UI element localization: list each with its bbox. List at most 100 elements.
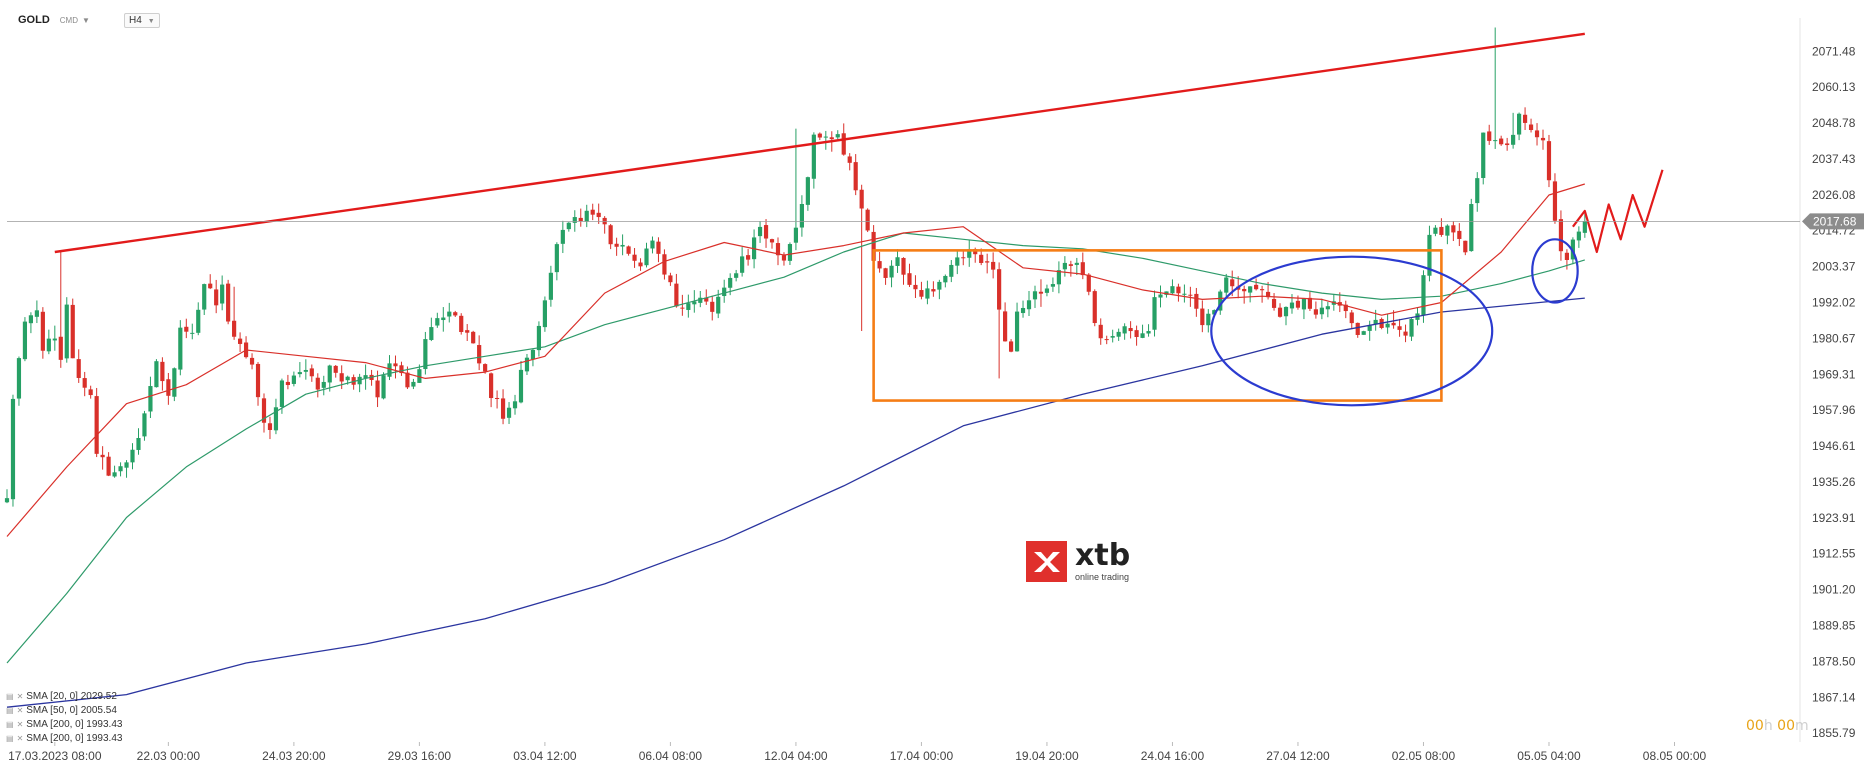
candle xyxy=(853,154,858,196)
candle xyxy=(518,360,524,404)
candle-body xyxy=(596,212,601,218)
candle xyxy=(1050,277,1056,292)
candle-body xyxy=(190,332,195,334)
indicator-row[interactable]: ▤ ✕ SMA [50, 0] 2005.54 xyxy=(6,704,122,718)
candle xyxy=(494,390,500,409)
candle xyxy=(1038,279,1044,307)
candle xyxy=(662,249,667,280)
indicator-row[interactable]: ▤ ✕ SMA [200, 0] 1993.43 xyxy=(6,718,122,732)
candle-body xyxy=(1361,331,1366,335)
settings-icon[interactable]: ▤ xyxy=(6,692,14,701)
candle xyxy=(387,355,392,381)
candle xyxy=(441,307,446,332)
candle-body xyxy=(154,361,159,388)
candle-body xyxy=(1463,240,1468,253)
candle xyxy=(237,332,243,352)
timer-hours: 00 xyxy=(1746,718,1764,734)
candle xyxy=(1146,324,1151,337)
candle xyxy=(1104,335,1109,345)
candle xyxy=(1558,210,1564,261)
candle xyxy=(136,428,141,455)
candle-body xyxy=(142,413,147,437)
candle-body xyxy=(823,136,828,138)
y-tick-label: 2060.13 xyxy=(1812,80,1856,94)
candle-body xyxy=(1499,138,1504,145)
candle xyxy=(1068,260,1073,277)
candle-body xyxy=(1271,298,1277,308)
settings-icon[interactable]: ▤ xyxy=(6,734,14,743)
last-price-tag xyxy=(1802,213,1864,230)
close-icon[interactable]: ✕ xyxy=(16,692,24,701)
candle-body xyxy=(692,301,697,305)
candle xyxy=(955,250,960,275)
candle xyxy=(1224,273,1229,298)
candle-body xyxy=(1439,226,1444,235)
timeframe-selector[interactable]: H4 ▼ xyxy=(124,13,160,28)
candle-body xyxy=(489,373,494,399)
candle xyxy=(883,267,888,285)
settings-icon[interactable]: ▤ xyxy=(6,720,14,729)
candle xyxy=(1014,302,1020,352)
candle-body xyxy=(315,377,320,390)
candle-body xyxy=(722,287,727,297)
candle-body xyxy=(841,133,846,155)
candle-body xyxy=(650,240,655,249)
settings-icon[interactable]: ▤ xyxy=(6,706,14,715)
y-tick-label: 1901.20 xyxy=(1812,583,1856,597)
candle-body xyxy=(399,365,404,374)
candle-body xyxy=(1086,274,1091,292)
candle xyxy=(506,402,512,424)
candle xyxy=(465,324,470,341)
logo-wordmark: xtb xyxy=(1075,538,1131,573)
candle xyxy=(686,294,691,318)
candle-body xyxy=(1397,326,1402,330)
candle xyxy=(542,296,547,332)
candle xyxy=(500,389,506,425)
candle-body xyxy=(1003,311,1008,342)
candle-body xyxy=(273,407,279,431)
candle-body xyxy=(22,321,28,360)
candle xyxy=(1391,310,1396,329)
candle-body xyxy=(614,243,619,247)
candle-body xyxy=(375,380,380,398)
candle xyxy=(757,221,763,243)
candle xyxy=(1582,212,1587,238)
candle-body xyxy=(907,273,912,285)
candle xyxy=(1248,286,1253,303)
range-box xyxy=(872,249,1443,402)
candle-body xyxy=(524,357,530,372)
chevron-down-icon[interactable]: ▼ xyxy=(82,15,90,25)
candle xyxy=(596,203,601,224)
close-icon[interactable]: ✕ xyxy=(16,734,24,743)
candle-body xyxy=(1158,294,1163,298)
y-axis-labels: 2071.482060.132048.782037.432026.082014.… xyxy=(1812,44,1856,740)
resistance-trendline xyxy=(54,32,1585,254)
candle xyxy=(536,321,542,357)
indicator-row[interactable]: ▤ ✕ SMA [20, 0] 2029.52 xyxy=(6,690,122,704)
close-icon[interactable]: ✕ xyxy=(16,720,24,729)
indicator-row[interactable]: ▤ ✕ SMA [200, 0] 1993.43 xyxy=(6,732,122,746)
candle xyxy=(303,359,308,380)
x-tick-label: 12.04 04:00 xyxy=(764,749,828,763)
indicator-label: SMA [200, 0] 1993.43 xyxy=(26,733,123,744)
candle-body xyxy=(1403,331,1408,336)
candle xyxy=(704,289,709,305)
candle-body xyxy=(775,243,781,256)
candle xyxy=(453,310,458,318)
candle xyxy=(1475,172,1480,212)
candle-body xyxy=(279,380,285,407)
candle-body xyxy=(202,284,207,310)
candle xyxy=(190,323,195,340)
symbol-label[interactable]: GOLD xyxy=(18,14,50,26)
close-icon[interactable]: ✕ xyxy=(16,706,24,715)
candle-body xyxy=(112,472,117,477)
y-tick-label: 1969.31 xyxy=(1812,367,1856,381)
candle-body xyxy=(160,361,165,382)
candle-body xyxy=(429,327,434,340)
candle xyxy=(1307,291,1313,312)
candle xyxy=(530,348,536,367)
candle xyxy=(52,325,57,351)
candle-body xyxy=(608,225,613,245)
candle-body xyxy=(166,379,171,396)
